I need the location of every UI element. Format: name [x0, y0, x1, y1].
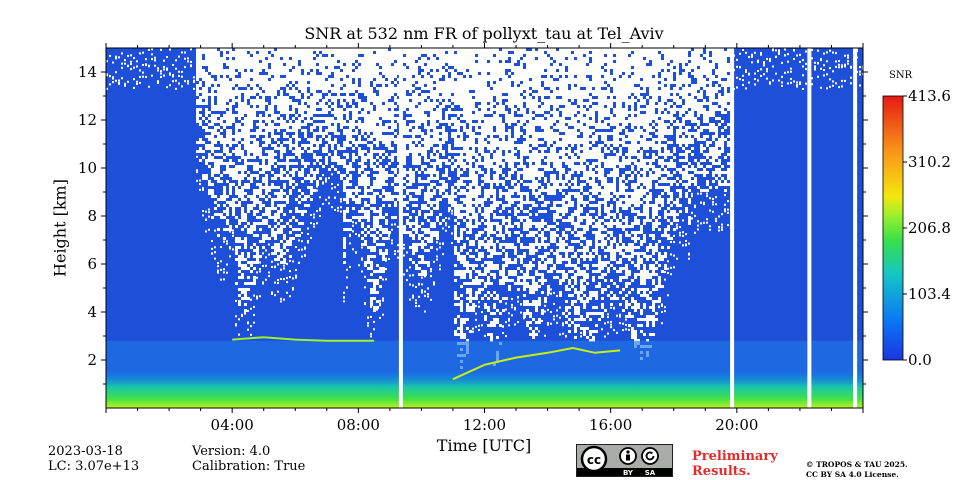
- x-tick-label: 16:00: [589, 416, 632, 434]
- y-tick-label: 14: [78, 63, 97, 81]
- footer-calibration: Calibration: True: [192, 459, 306, 474]
- colorbar: [882, 95, 904, 361]
- footer-date: 2023-03-18: [48, 444, 123, 459]
- y-tick-label: 4: [87, 303, 97, 321]
- preliminary-line-1: Preliminary: [692, 449, 778, 464]
- colorbar-tick-label: 0.0: [908, 351, 932, 369]
- copyright-note: © TROPOS & TAU 2025. CC BY SA 4.0 Licens…: [806, 460, 908, 480]
- near-ground-high-snr: [106, 369, 863, 408]
- aerosol-layer-trace: [232, 336, 375, 342]
- x-tick-label: 08:00: [337, 416, 380, 434]
- footer-lc: LC: 3.07e+13: [48, 459, 140, 474]
- sa-share-alike-icon: [641, 447, 659, 465]
- colorbar-tick-label: 310.2: [908, 153, 951, 171]
- afternoon-layer-trace: [452, 346, 621, 381]
- snr-heatmap: [106, 48, 863, 408]
- snr-noise-texture: [106, 48, 863, 369]
- x-tick-label: 04:00: [211, 416, 254, 434]
- data-gap-1: [730, 48, 735, 408]
- copyright-line-1: © TROPOS & TAU 2025.: [806, 460, 908, 469]
- x-tick-label: 20:00: [715, 416, 758, 434]
- y-tick-label: 6: [87, 255, 97, 273]
- preliminary-results-note: Preliminary Results.: [692, 449, 778, 479]
- cc-icon-label: cc: [587, 453, 601, 467]
- colorbar-tick-label: 413.6: [908, 87, 951, 105]
- y-tick-label: 12: [78, 111, 97, 129]
- y-tick-label: 2: [87, 351, 97, 369]
- cc-icon: [580, 445, 608, 473]
- data-gap-0: [398, 48, 403, 408]
- chart-title: SNR at 532 nm FR of pollyxt_tau at Tel_A…: [304, 24, 664, 43]
- colorbar-tick-label: 103.4: [908, 285, 951, 303]
- colorbar-label: SNR: [889, 70, 913, 81]
- x-tick-label: 12:00: [463, 416, 506, 434]
- data-gap-3: [853, 48, 858, 408]
- preliminary-line-2: Results.: [692, 464, 751, 479]
- copyright-line-2: CC BY SA 4.0 License.: [806, 470, 899, 479]
- by-label: BY: [623, 469, 634, 476]
- y-tick-label: 10: [78, 159, 97, 177]
- cc-license-badge: cc BY SA: [576, 444, 673, 477]
- y-axis-label: Height [km]: [50, 179, 70, 277]
- sa-label: SA: [645, 469, 656, 476]
- colorbar-tick-label: 206.8: [908, 219, 951, 237]
- x-axis-label: Time [UTC]: [436, 436, 532, 455]
- data-gap-2: [807, 48, 812, 408]
- footer-version: Version: 4.0: [192, 444, 271, 459]
- y-tick-label: 8: [87, 207, 97, 225]
